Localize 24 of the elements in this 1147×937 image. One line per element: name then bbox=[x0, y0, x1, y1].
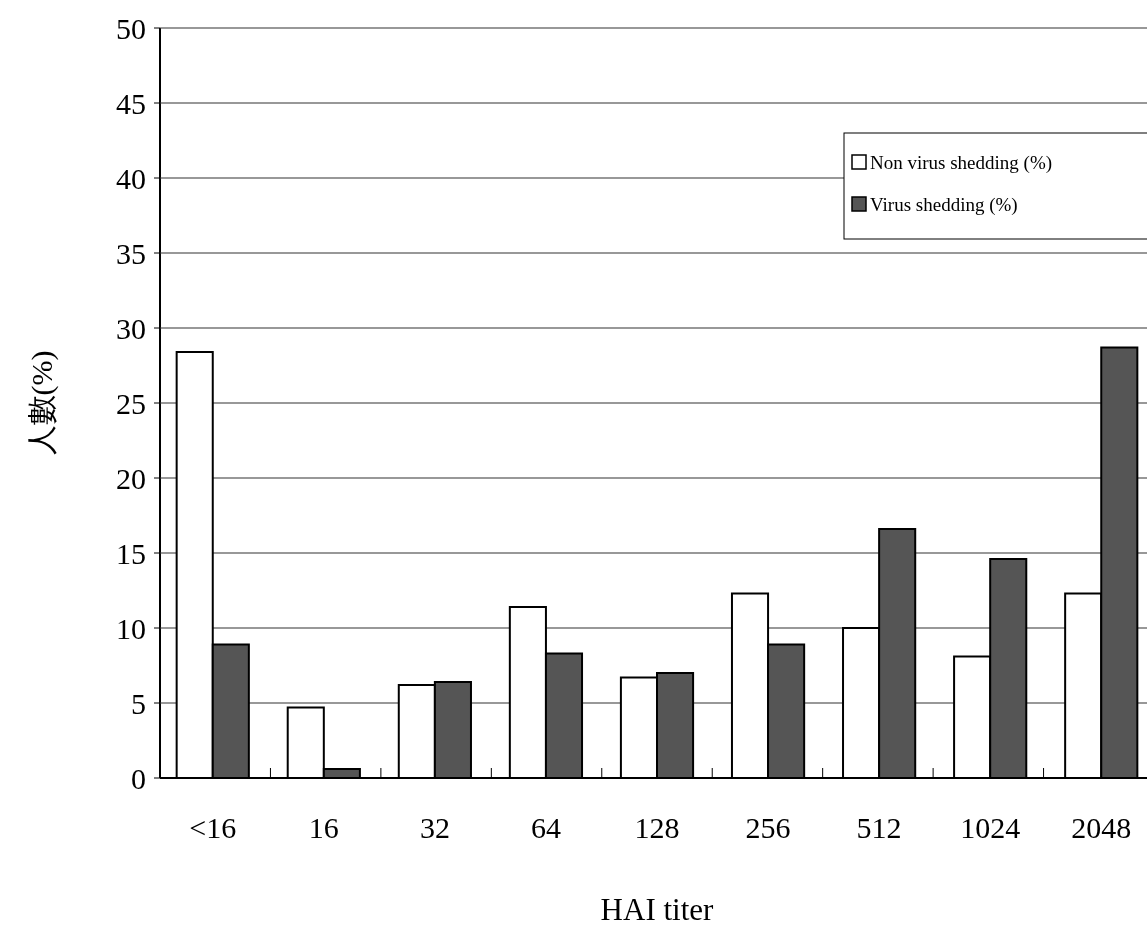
x-tick-label: 64 bbox=[530, 811, 561, 844]
legend-label: Virus shedding (%) bbox=[870, 193, 1018, 216]
y-tick-label: 0 bbox=[131, 761, 146, 795]
x-tick-label: 256 bbox=[745, 811, 791, 844]
y-tick-label: 10 bbox=[116, 611, 146, 645]
legend-label: Non virus shedding (%) bbox=[870, 151, 1053, 174]
x-tick-label: 2048 bbox=[1071, 811, 1132, 844]
y-tick-label: 40 bbox=[116, 161, 146, 195]
y-tick-label: 25 bbox=[116, 386, 146, 420]
y-tick-label: 15 bbox=[116, 536, 146, 570]
x-tick-label: 1024 bbox=[960, 811, 1021, 844]
y-axis-title: 人數(%) bbox=[25, 350, 59, 456]
y-tick-label: 20 bbox=[116, 461, 146, 495]
y-tick-label: 35 bbox=[116, 236, 146, 270]
x-tick-label: 32 bbox=[419, 811, 450, 844]
x-tick-label: 128 bbox=[634, 811, 680, 844]
y-tick-label: 50 bbox=[116, 11, 146, 45]
y-tick-label: 5 bbox=[131, 686, 146, 720]
y-tick-label: 45 bbox=[116, 86, 146, 120]
y-tick-label: 30 bbox=[116, 311, 146, 345]
x-axis-title: HAI titer bbox=[600, 892, 715, 927]
x-tick-label: <16 bbox=[189, 811, 237, 844]
x-tick-label: 512 bbox=[856, 811, 902, 844]
x-tick-label: 16 bbox=[308, 811, 339, 844]
